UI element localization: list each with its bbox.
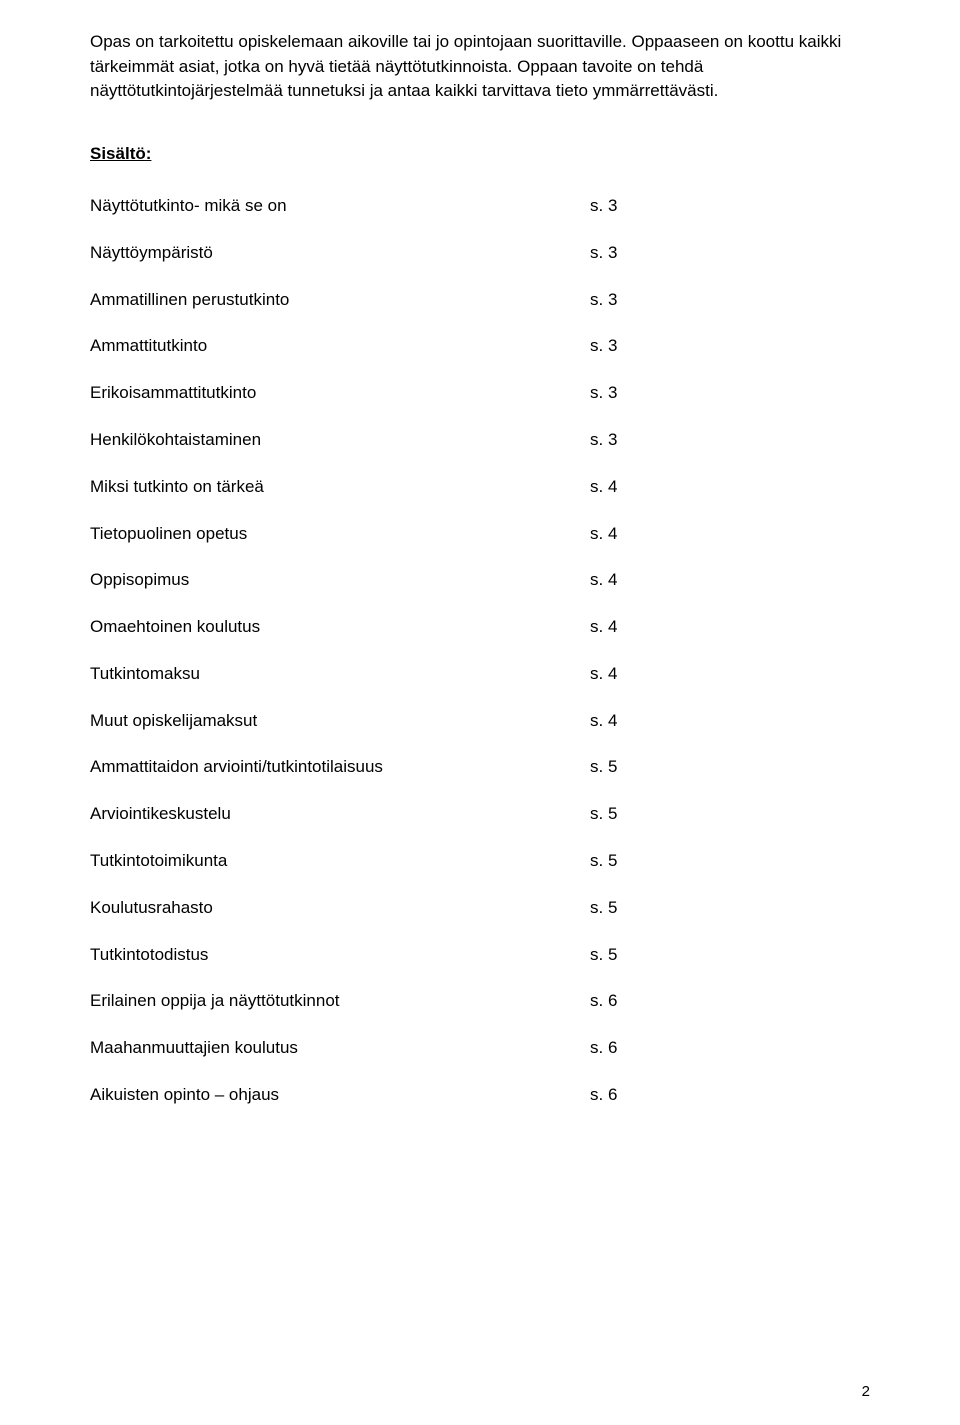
toc-label: Erikoisammattitutkinto [90, 381, 590, 428]
toc-label: Tietopuolinen opetus [90, 522, 590, 569]
toc-label: Arviointikeskustelu [90, 802, 590, 849]
toc-page: s. 4 [590, 475, 617, 522]
toc-page: s. 3 [590, 334, 617, 381]
page-number: 2 [862, 1383, 870, 1400]
toc-page: s. 4 [590, 709, 617, 756]
toc-label: Näyttöympäristö [90, 241, 590, 288]
toc-page: s. 3 [590, 381, 617, 428]
section-heading: Sisältö: [90, 144, 870, 164]
toc-row: Näyttöympäristös. 3 [90, 241, 617, 288]
toc-row: Erikoisammattitutkintos. 3 [90, 381, 617, 428]
toc-row: Maahanmuuttajien koulutuss. 6 [90, 1036, 617, 1083]
toc-label: Oppisopimus [90, 568, 590, 615]
toc-row: Ammattitaidon arviointi/tutkintotilaisuu… [90, 755, 617, 802]
toc-row: Muut opiskelijamaksuts. 4 [90, 709, 617, 756]
toc-row: Ammattitutkintos. 3 [90, 334, 617, 381]
toc-label: Ammattitutkinto [90, 334, 590, 381]
intro-paragraph: Opas on tarkoitettu opiskelemaan aikovil… [90, 30, 870, 104]
toc-label: Tutkintomaksu [90, 662, 590, 709]
toc-page: s. 6 [590, 1083, 617, 1130]
toc-row: Arviointikeskustelus. 5 [90, 802, 617, 849]
toc-page: s. 3 [590, 241, 617, 288]
toc-label: Miksi tutkinto on tärkeä [90, 475, 590, 522]
table-of-contents: Näyttötutkinto- mikä se ons. 3Näyttöympä… [90, 194, 617, 1130]
toc-row: Tutkintomaksus. 4 [90, 662, 617, 709]
toc-row: Näyttötutkinto- mikä se ons. 3 [90, 194, 617, 241]
toc-label: Ammattitaidon arviointi/tutkintotilaisuu… [90, 755, 590, 802]
toc-page: s. 4 [590, 522, 617, 569]
toc-page: s. 4 [590, 568, 617, 615]
toc-label: Ammatillinen perustutkinto [90, 288, 590, 335]
toc-label: Omaehtoinen koulutus [90, 615, 590, 662]
toc-page: s. 5 [590, 802, 617, 849]
toc-row: Omaehtoinen koulutuss. 4 [90, 615, 617, 662]
toc-label: Koulutusrahasto [90, 896, 590, 943]
toc-row: Tutkintotoimikuntas. 5 [90, 849, 617, 896]
toc-row: Koulutusrahastos. 5 [90, 896, 617, 943]
toc-label: Tutkintotodistus [90, 943, 590, 990]
toc-page: s. 4 [590, 615, 617, 662]
toc-page: s. 6 [590, 1036, 617, 1083]
toc-page: s. 3 [590, 194, 617, 241]
toc-label: Muut opiskelijamaksut [90, 709, 590, 756]
toc-page: s. 5 [590, 755, 617, 802]
toc-page: s. 3 [590, 288, 617, 335]
toc-row: Miksi tutkinto on tärkeäs. 4 [90, 475, 617, 522]
toc-page: s. 5 [590, 943, 617, 990]
toc-label: Erilainen oppija ja näyttötutkinnot [90, 989, 590, 1036]
toc-label: Tutkintotoimikunta [90, 849, 590, 896]
toc-label: Näyttötutkinto- mikä se on [90, 194, 590, 241]
toc-row: Erilainen oppija ja näyttötutkinnots. 6 [90, 989, 617, 1036]
toc-page: s. 4 [590, 662, 617, 709]
toc-row: Ammatillinen perustutkintos. 3 [90, 288, 617, 335]
toc-row: Tutkintotodistuss. 5 [90, 943, 617, 990]
toc-label: Aikuisten opinto – ohjaus [90, 1083, 590, 1130]
toc-row: Henkilökohtaistaminens. 3 [90, 428, 617, 475]
toc-page: s. 3 [590, 428, 617, 475]
toc-page: s. 6 [590, 989, 617, 1036]
toc-label: Maahanmuuttajien koulutus [90, 1036, 590, 1083]
toc-row: Tietopuolinen opetuss. 4 [90, 522, 617, 569]
toc-label: Henkilökohtaistaminen [90, 428, 590, 475]
toc-page: s. 5 [590, 896, 617, 943]
toc-page: s. 5 [590, 849, 617, 896]
toc-row: Oppisopimuss. 4 [90, 568, 617, 615]
toc-row: Aikuisten opinto – ohjauss. 6 [90, 1083, 617, 1130]
